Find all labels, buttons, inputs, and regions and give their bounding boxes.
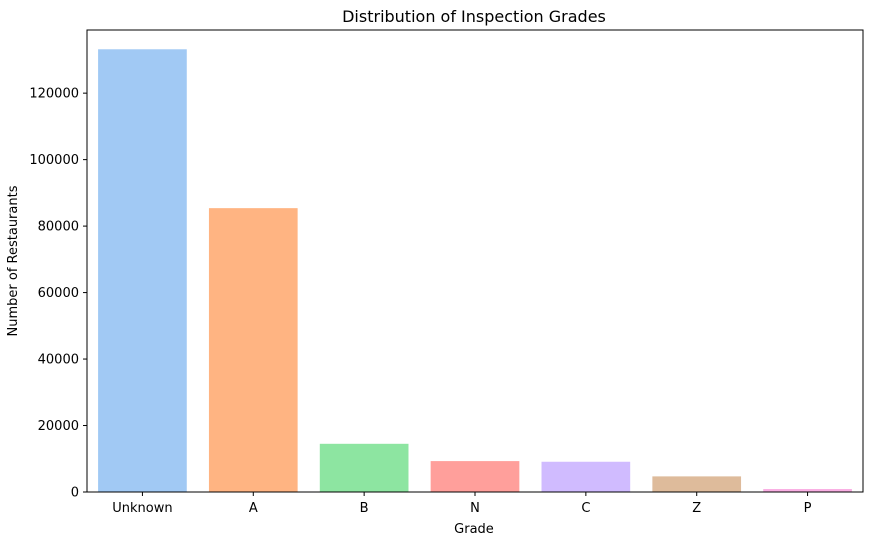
y-tick-label: 20000 — [38, 419, 79, 434]
x-tick-label-p: P — [804, 501, 812, 516]
x-tick-label-a: A — [249, 501, 258, 516]
bars-group — [98, 49, 852, 492]
x-tick-label-n: N — [470, 501, 480, 516]
bar-a — [208, 208, 298, 492]
bar-b — [319, 443, 409, 492]
y-tick-label: 40000 — [38, 353, 79, 368]
bar-p — [763, 489, 852, 492]
y-tick-label: 0 — [71, 486, 79, 501]
x-tick-label-c: C — [581, 501, 590, 516]
plot-frame — [86, 29, 864, 493]
bar-c — [541, 461, 631, 492]
x-tick-label-unknown: Unknown — [112, 501, 172, 516]
x-tick-label-z: Z — [692, 501, 701, 516]
y-axis-ticks: 0 20000 40000 60000 80000 100000 120000 — [29, 87, 87, 501]
bar-z — [652, 476, 742, 492]
x-tick-label-b: B — [360, 501, 369, 516]
bar-n — [430, 461, 520, 492]
x-axis-label: Grade — [454, 522, 494, 537]
y-axis-label: Number of Restaurants — [6, 185, 21, 336]
x-axis-ticks: Unknown A B N C Z P — [112, 492, 812, 516]
y-tick-label: 60000 — [38, 286, 79, 301]
bar-unknown — [98, 49, 187, 492]
y-tick-label: 80000 — [38, 220, 79, 235]
chart-title: Distribution of Inspection Grades — [342, 7, 606, 26]
y-tick-label: 120000 — [29, 87, 79, 102]
y-tick-label: 100000 — [29, 153, 79, 168]
